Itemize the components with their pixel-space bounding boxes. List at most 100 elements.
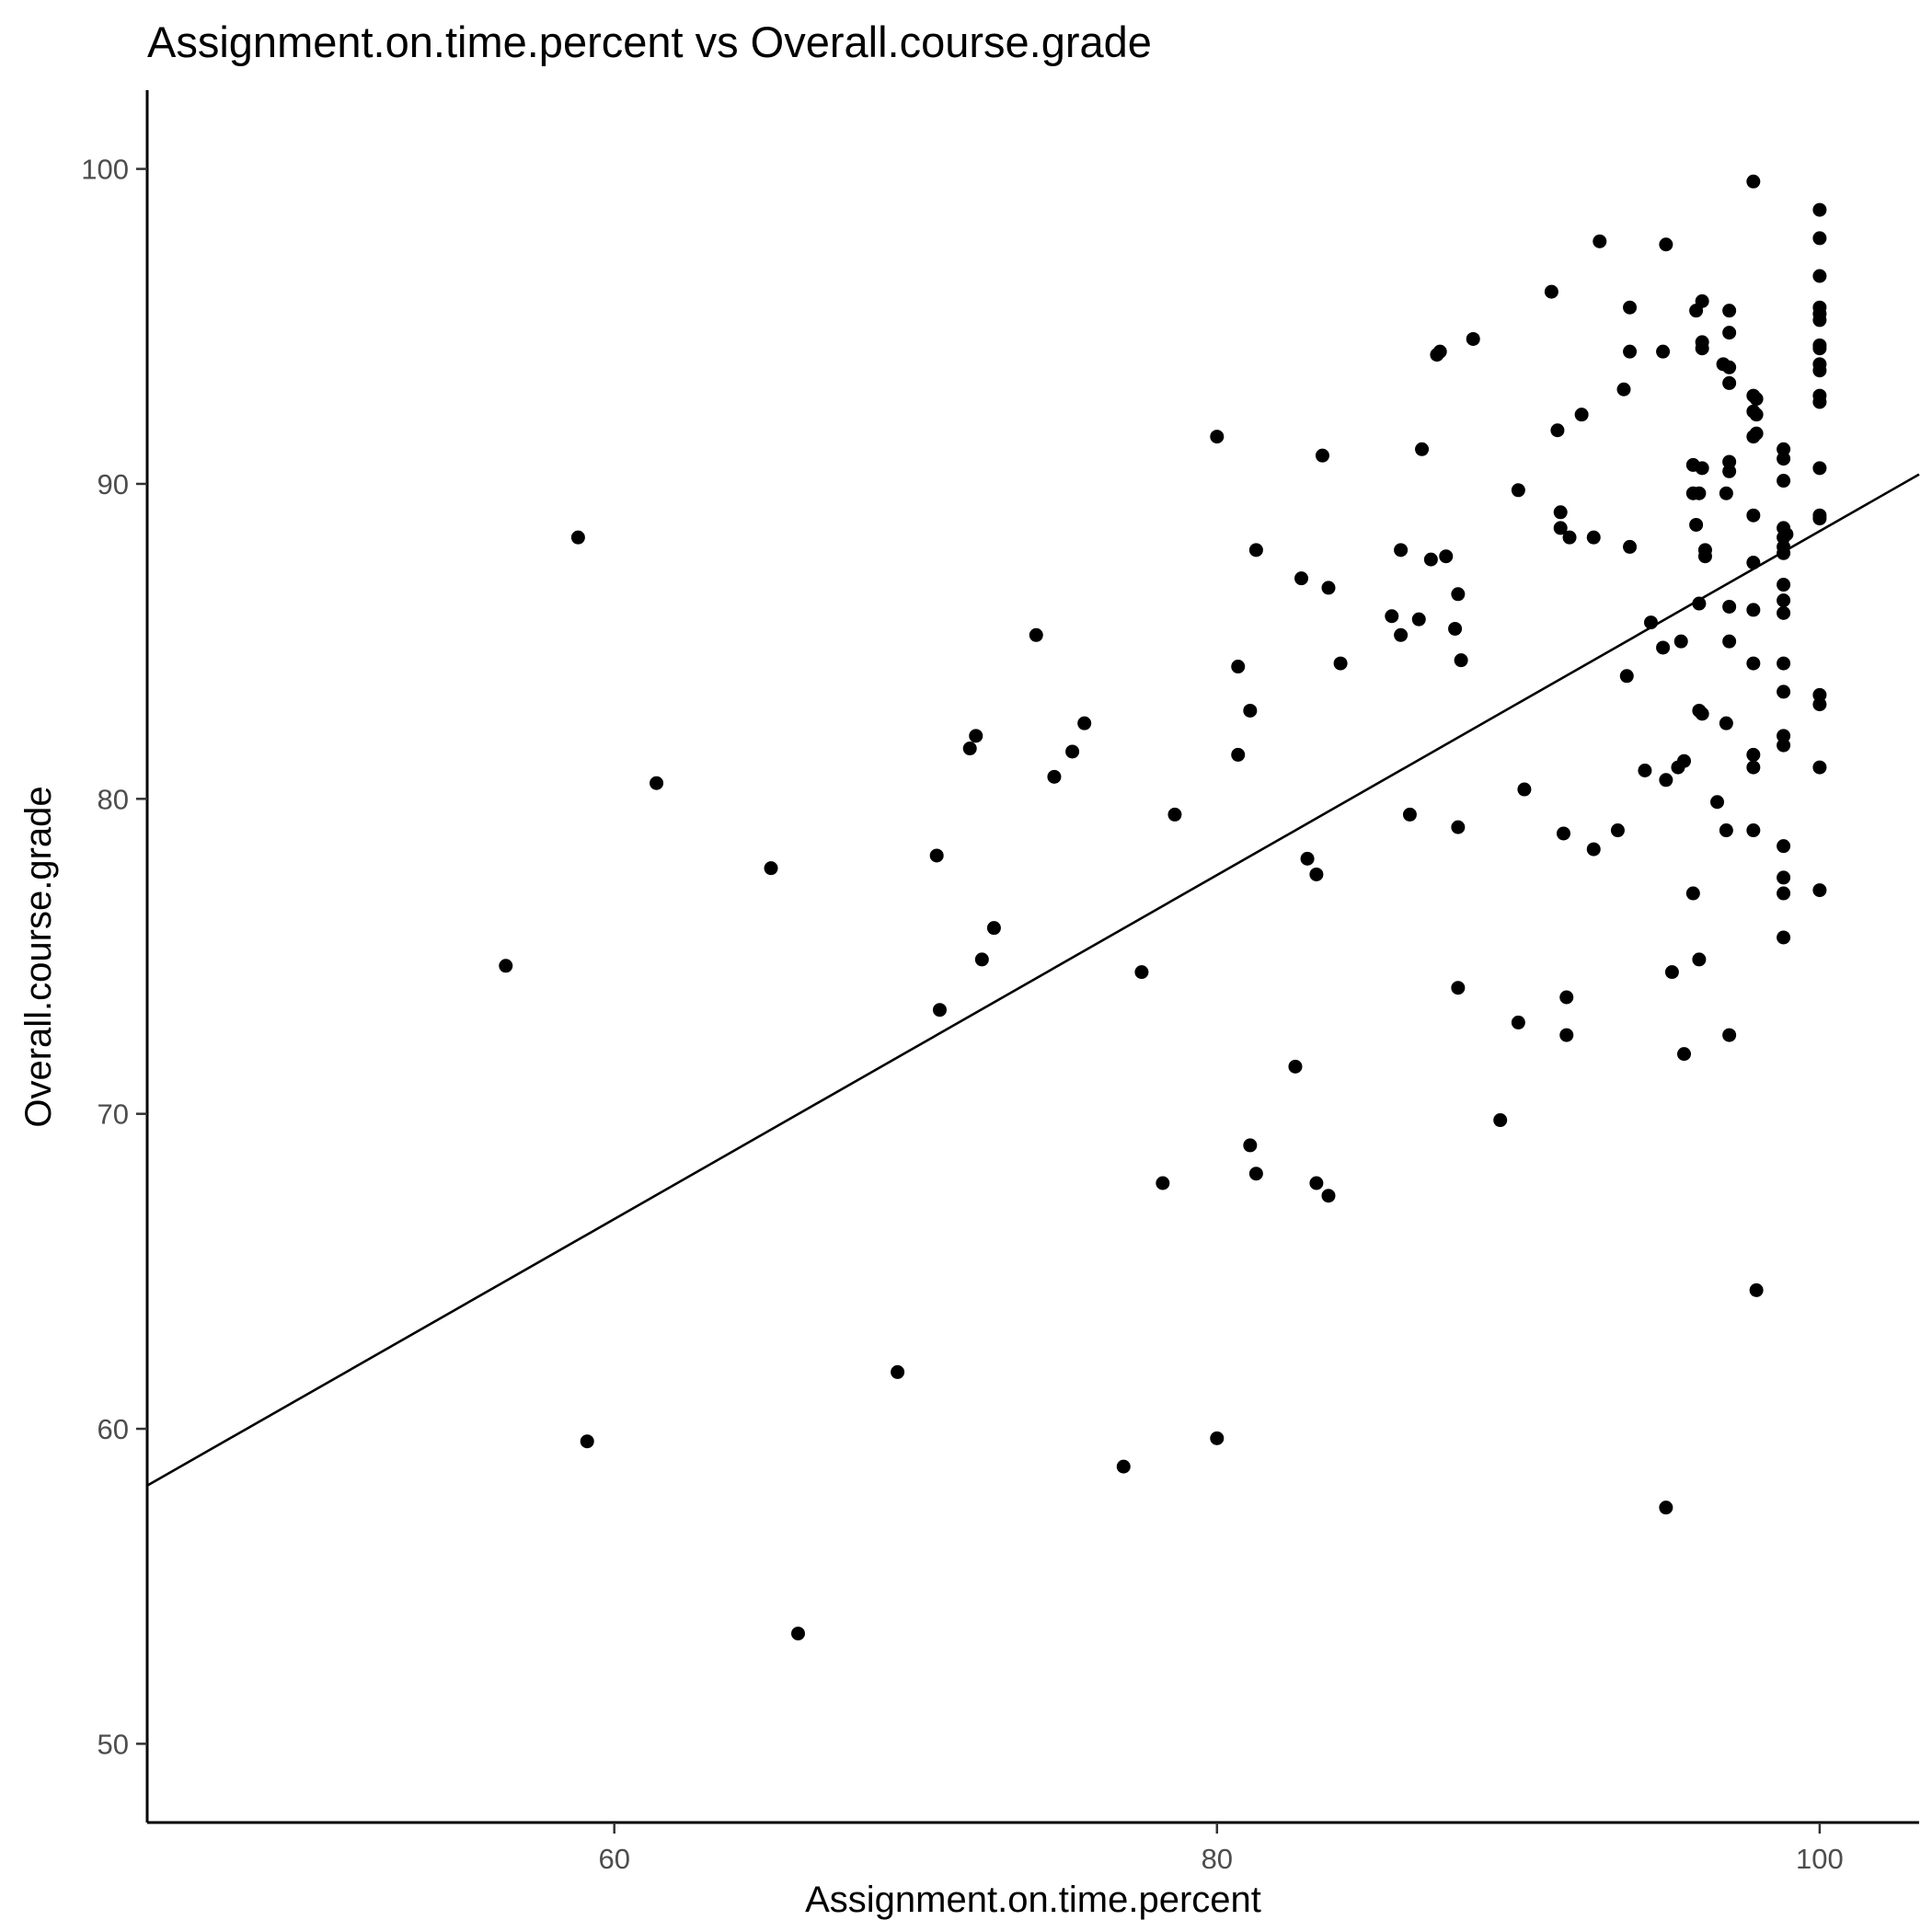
data-point	[1777, 729, 1791, 743]
data-point	[1454, 653, 1468, 668]
data-points-layer	[499, 174, 1827, 1641]
data-point	[1385, 609, 1399, 624]
data-point	[1439, 549, 1454, 564]
data-point	[1623, 300, 1638, 315]
data-point	[1321, 581, 1336, 595]
data-point	[1722, 1028, 1737, 1042]
data-point	[1402, 807, 1417, 822]
data-point	[1333, 656, 1348, 671]
data-point	[1029, 627, 1043, 642]
data-point	[1746, 603, 1761, 617]
data-point	[1722, 464, 1737, 478]
data-point	[1777, 452, 1791, 466]
y-tick-label: 50	[98, 1728, 129, 1760]
data-point	[1777, 442, 1791, 456]
data-point	[1812, 363, 1827, 378]
data-point	[1777, 870, 1791, 885]
data-point	[1300, 851, 1315, 866]
data-point	[1047, 769, 1062, 784]
data-point	[1710, 795, 1725, 810]
data-point	[1719, 486, 1733, 500]
data-point	[1722, 599, 1737, 614]
trend-line-layer	[146, 473, 1920, 1487]
data-point	[1294, 571, 1309, 586]
data-point	[1466, 331, 1480, 346]
data-point	[1673, 634, 1688, 649]
data-point	[891, 1364, 905, 1379]
data-point	[1065, 744, 1080, 759]
data-point	[1812, 697, 1827, 712]
data-point	[1562, 530, 1577, 545]
data-point	[1689, 517, 1704, 532]
data-point	[1664, 965, 1679, 980]
data-point	[929, 848, 944, 863]
data-point	[1746, 823, 1761, 838]
data-point	[1777, 593, 1791, 608]
data-point	[1616, 382, 1631, 397]
data-point	[1722, 304, 1737, 318]
data-point	[969, 729, 983, 743]
data-point	[1779, 527, 1794, 542]
data-point	[1593, 234, 1607, 248]
data-point	[1749, 408, 1764, 422]
data-point	[1511, 483, 1525, 498]
data-point	[1586, 530, 1601, 545]
data-point	[791, 1627, 806, 1641]
data-point	[1451, 820, 1466, 834]
data-point	[1315, 448, 1329, 463]
data-point	[1432, 344, 1447, 359]
data-point	[1692, 486, 1707, 500]
y-axis-ticks: 50 60 70 80 90 100	[81, 154, 147, 1760]
data-point	[1746, 656, 1761, 671]
y-tick-label: 70	[98, 1098, 129, 1131]
data-point	[1167, 807, 1182, 822]
data-point	[1553, 521, 1568, 535]
data-point	[1656, 344, 1671, 359]
data-point	[1812, 313, 1827, 328]
data-point	[1559, 990, 1574, 1005]
data-point	[962, 742, 977, 756]
data-point	[1749, 392, 1764, 407]
data-point	[1812, 269, 1827, 283]
data-point	[1619, 669, 1634, 684]
data-point	[1692, 596, 1707, 611]
data-point	[1812, 461, 1827, 476]
data-point	[650, 776, 664, 790]
data-point	[1493, 1113, 1508, 1128]
data-point	[1777, 605, 1791, 620]
data-point	[1248, 1167, 1263, 1181]
data-point	[1559, 1028, 1574, 1042]
data-point	[1812, 512, 1827, 526]
x-tick-label: 100	[1796, 1843, 1844, 1875]
data-point	[1656, 640, 1671, 655]
data-point	[1777, 886, 1791, 901]
data-point	[1812, 231, 1827, 246]
data-point	[1777, 578, 1791, 592]
data-point	[1695, 335, 1709, 350]
data-point	[580, 1434, 594, 1449]
data-point	[1722, 360, 1737, 374]
data-point	[1812, 883, 1827, 898]
data-point	[1448, 621, 1463, 636]
data-point	[1746, 760, 1761, 775]
data-point	[1812, 760, 1827, 775]
data-point	[1746, 174, 1761, 189]
data-point	[1243, 703, 1258, 718]
data-point	[1243, 1138, 1258, 1153]
data-point	[1722, 375, 1737, 390]
data-point	[1695, 293, 1709, 308]
data-point	[932, 1003, 947, 1018]
data-point	[1746, 747, 1761, 762]
y-tick-label: 80	[98, 783, 129, 815]
data-point	[1210, 1431, 1225, 1445]
data-point	[1659, 1501, 1673, 1515]
data-point	[1777, 930, 1791, 945]
data-point	[1586, 842, 1601, 857]
data-point	[1574, 408, 1589, 422]
data-point	[1415, 442, 1430, 456]
data-point	[1231, 660, 1246, 674]
data-point	[1695, 461, 1709, 476]
x-axis-title: Assignment.on.time.percent	[805, 1880, 1261, 1920]
data-point	[1777, 546, 1791, 560]
